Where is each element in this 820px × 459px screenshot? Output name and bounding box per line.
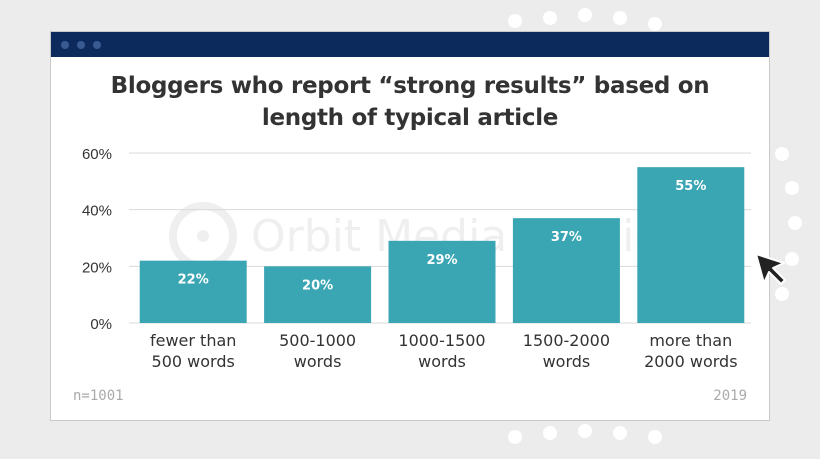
window-dot-icon bbox=[77, 41, 85, 49]
bg-dot bbox=[613, 426, 627, 440]
x-tick-label: 1000-1500 bbox=[398, 331, 485, 350]
bg-dot bbox=[788, 216, 802, 230]
bar-value-label: 37% bbox=[551, 230, 582, 245]
mouse-cursor-icon bbox=[755, 253, 786, 285]
bar bbox=[512, 218, 620, 323]
bg-dot bbox=[785, 252, 799, 266]
x-tick-label: more than bbox=[649, 331, 732, 350]
bar-value-label: 20% bbox=[302, 278, 333, 293]
x-tick-label: words bbox=[294, 352, 342, 371]
x-tick-label: 500 words bbox=[152, 352, 235, 371]
bg-dot bbox=[775, 147, 789, 161]
bg-dot bbox=[508, 430, 522, 444]
bar-value-label: 22% bbox=[178, 273, 209, 288]
bg-dot bbox=[775, 287, 789, 301]
y-tick-label: 60% bbox=[82, 146, 112, 163]
bar bbox=[264, 266, 372, 323]
bg-dot bbox=[578, 8, 592, 22]
bar bbox=[637, 167, 745, 323]
y-tick-label: 20% bbox=[82, 259, 112, 276]
bar bbox=[388, 240, 496, 323]
bar-chart: 0% 20% 40% 60% 22% fewer than 500 words 20% 500-… bbox=[82, 146, 751, 371]
bar-value-label: 29% bbox=[426, 253, 457, 268]
window-dot-icon bbox=[93, 41, 101, 49]
bg-dot bbox=[613, 11, 627, 25]
bg-dot bbox=[578, 424, 592, 438]
bg-dot bbox=[543, 426, 557, 440]
chart-title-line-2: length of typical article bbox=[261, 105, 559, 131]
bar bbox=[139, 260, 247, 323]
bg-dot bbox=[648, 430, 662, 444]
y-tick-label: 0% bbox=[90, 316, 112, 333]
bg-dot bbox=[508, 14, 522, 28]
x-tick-label: 1500-2000 bbox=[523, 331, 610, 350]
year-note: 2019 bbox=[713, 388, 747, 404]
bg-dot bbox=[543, 11, 557, 25]
bg-dot bbox=[648, 17, 662, 31]
browser-window: Bloggers who report “strong results” bas… bbox=[50, 31, 770, 421]
x-tick-label: words bbox=[418, 352, 466, 371]
y-tick-label: 40% bbox=[82, 203, 112, 220]
bar-value-label: 55% bbox=[675, 179, 706, 194]
bg-dot bbox=[785, 181, 799, 195]
chart-title: Bloggers who report “strong results” bas… bbox=[51, 70, 769, 134]
x-tick-label: 2000 words bbox=[644, 352, 737, 371]
window-titlebar bbox=[51, 32, 769, 57]
sample-size-note: n=1001 bbox=[73, 388, 124, 404]
chart-title-line-1: Bloggers who report “strong results” bas… bbox=[110, 73, 710, 99]
x-tick-label: words bbox=[543, 352, 591, 371]
x-tick-label: fewer than bbox=[150, 331, 236, 350]
window-dot-icon bbox=[61, 41, 69, 49]
x-tick-label: 500-1000 bbox=[279, 331, 356, 350]
